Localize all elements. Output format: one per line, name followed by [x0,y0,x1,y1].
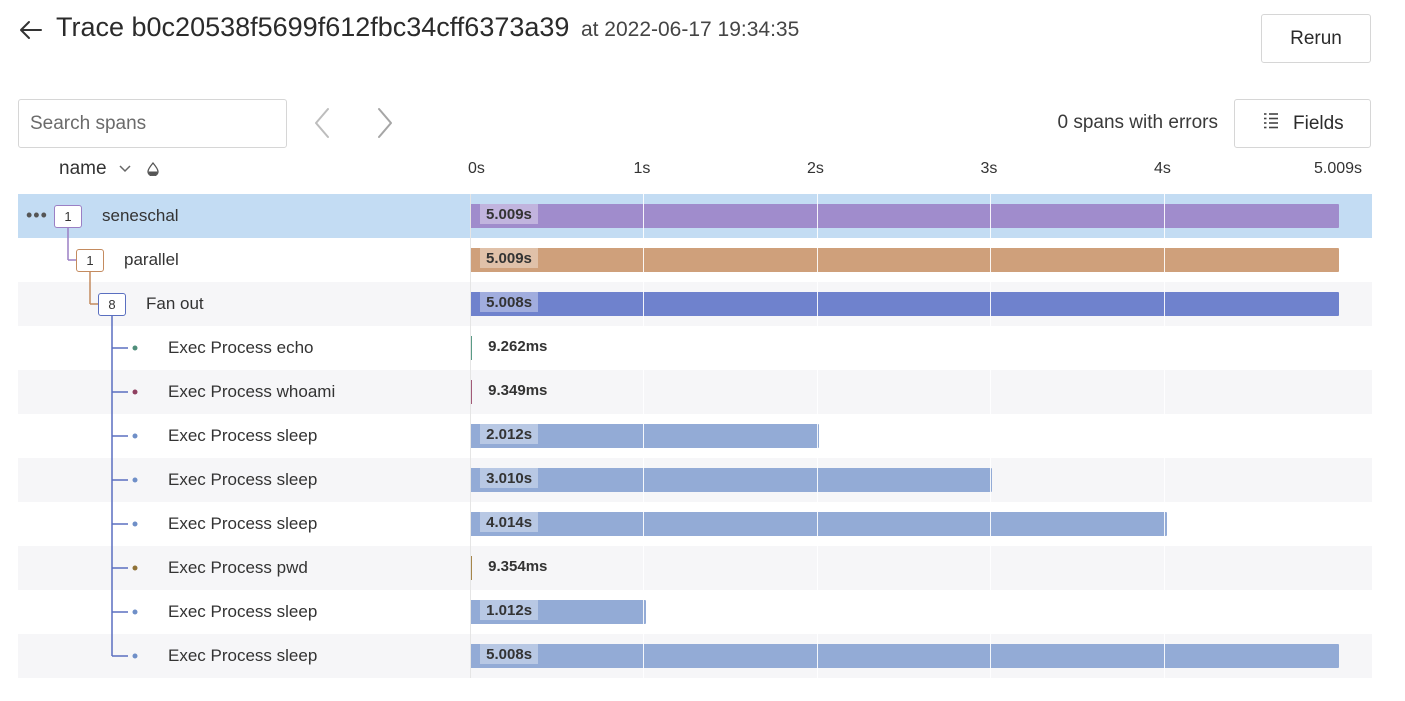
span-duration-label: 5.009s [480,248,538,268]
span-duration-label: 3.010s [480,468,539,488]
span-duration-label: 9.262ms [488,337,548,355]
span-duration-label: 1.012s [480,600,539,620]
fields-label: Fields [1293,112,1344,134]
span-name: parallel [124,250,179,269]
span-row[interactable]: Exec Process whoami 9.349ms [18,370,1372,414]
back-arrow-icon[interactable] [18,16,44,44]
span-duration-bar[interactable] [470,204,1339,228]
timeline-tick-label: 5.009s [1314,160,1363,177]
span-duration-bar[interactable] [470,424,820,448]
span-duration-bar[interactable] [470,292,1339,316]
span-row[interactable]: Exec Process sleep 4.014s [18,502,1372,546]
span-duration-label: 5.008s [480,644,539,664]
color-drop-icon[interactable] [146,162,159,176]
timeline-tick-label: 0s [468,160,485,177]
name-column-header[interactable]: name [59,158,159,180]
timeline-tick-label: 1s [633,160,651,177]
chevron-down-icon[interactable] [119,165,131,173]
span-name: Exec Process sleep [168,470,318,489]
span-duration-label: 5.008s [480,292,539,312]
span-name: Exec Process sleep [168,426,318,445]
span-duration-bar[interactable] [470,556,473,580]
span-duration-bar[interactable] [470,512,1167,536]
child-count-badge[interactable]: 8 [98,293,126,316]
span-name: Exec Process sleep [168,602,318,621]
span-row[interactable]: 8 Fan out 5.008s [18,282,1372,326]
span-row[interactable]: Exec Process sleep 2.012s [18,414,1372,458]
trace-title: Trace b0c20538f5699f612fbc34cff6373a39 [56,12,570,42]
span-name: seneschal [102,206,179,225]
next-arrow-icon[interactable] [371,104,399,142]
rerun-button[interactable]: Rerun [1261,14,1371,63]
span-name: Fan out [146,294,204,313]
child-count-badge[interactable]: 1 [54,205,82,228]
list-icon [1263,112,1279,135]
name-column-label: name [59,158,107,179]
span-row[interactable]: ••• 1 seneschal 5.009s [18,194,1372,238]
span-duration-bar[interactable] [470,600,646,624]
timeline-tick-label: 2s [806,160,824,177]
span-row[interactable]: Exec Process sleep 3.010s [18,458,1372,502]
span-name: Exec Process sleep [168,514,318,533]
span-row[interactable]: Exec Process pwd 9.354ms [18,546,1372,590]
errors-count: 0 spans with errors [1057,112,1218,133]
span-duration-bar[interactable] [470,468,993,492]
previous-arrow-icon[interactable] [308,104,336,142]
span-name: Exec Process whoami [168,382,336,401]
span-duration-label: 2.012s [480,424,539,444]
span-row[interactable]: Exec Process sleep 5.008s [18,634,1372,678]
timeline-tick-label: 3s [980,160,998,177]
span-row[interactable]: 1 parallel 5.009s [18,238,1372,282]
span-duration-bar[interactable] [470,248,1339,272]
span-name: Exec Process echo [168,338,314,357]
span-duration-label: 5.009s [480,204,538,224]
search-spans-input[interactable] [18,99,287,148]
span-duration-bar[interactable] [470,336,473,360]
span-duration-label: 9.354ms [488,557,548,575]
child-count-badge[interactable]: 1 [76,249,104,272]
span-row[interactable]: Exec Process sleep 1.012s [18,590,1372,634]
trace-timestamp: at 2022-06-17 19:34:35 [580,18,800,41]
span-name: Exec Process sleep [168,646,318,665]
fields-button[interactable]: Fields [1234,99,1371,148]
span-duration-label: 9.349ms [488,381,548,399]
more-options-icon[interactable]: ••• [26,205,48,225]
span-duration-bar[interactable] [470,644,1339,668]
span-duration-label: 4.014s [480,512,539,532]
span-name: Exec Process pwd [168,558,308,577]
timeline-tick-label: 4s [1153,160,1171,177]
span-duration-bar[interactable] [470,380,473,404]
span-row[interactable]: Exec Process echo 9.262ms [18,326,1372,370]
page-title: Trace b0c20538f5699f612fbc34cff6373a39 a… [56,12,799,43]
